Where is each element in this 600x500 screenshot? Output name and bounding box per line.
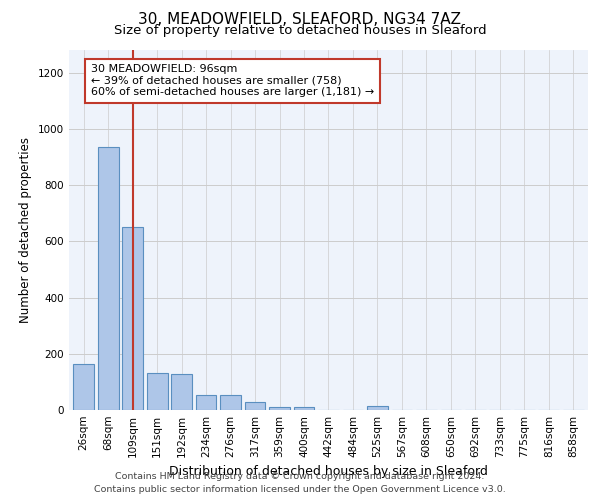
Text: Contains HM Land Registry data © Crown copyright and database right 2024.
Contai: Contains HM Land Registry data © Crown c… <box>94 472 506 494</box>
Bar <box>245 402 265 410</box>
Bar <box>147 374 167 410</box>
Text: 30, MEADOWFIELD, SLEAFORD, NG34 7AZ: 30, MEADOWFIELD, SLEAFORD, NG34 7AZ <box>139 12 461 28</box>
Bar <box>122 227 143 410</box>
Bar <box>98 147 119 410</box>
Bar <box>269 406 290 410</box>
Text: Size of property relative to detached houses in Sleaford: Size of property relative to detached ho… <box>113 24 487 37</box>
Text: 30 MEADOWFIELD: 96sqm
← 39% of detached houses are smaller (758)
60% of semi-det: 30 MEADOWFIELD: 96sqm ← 39% of detached … <box>91 64 374 98</box>
Bar <box>196 394 217 410</box>
Bar <box>73 364 94 410</box>
Y-axis label: Number of detached properties: Number of detached properties <box>19 137 32 323</box>
Bar <box>293 406 314 410</box>
Bar <box>171 374 192 410</box>
X-axis label: Distribution of detached houses by size in Sleaford: Distribution of detached houses by size … <box>169 466 488 478</box>
Bar <box>220 394 241 410</box>
Bar <box>367 406 388 410</box>
